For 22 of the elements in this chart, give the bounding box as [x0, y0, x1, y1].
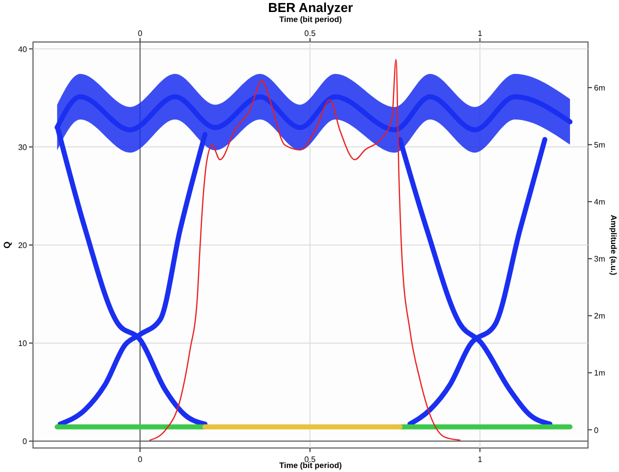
- y2-tick-label: 2m: [594, 312, 606, 321]
- x-tick-label: 0: [138, 29, 143, 38]
- y-tick-label: 0: [22, 437, 28, 446]
- y2-tick-label: 4m: [594, 198, 606, 207]
- y-axis-title: Q: [2, 241, 12, 249]
- x2-tick-label: 0: [138, 455, 143, 464]
- y2-tick-label: 3m: [594, 254, 606, 264]
- chart-title: BER Analyzer: [268, 0, 353, 15]
- y-tick-label: 20: [18, 241, 28, 250]
- x2-axis-title: Time (bit period): [279, 15, 342, 24]
- y-tick-label: 40: [18, 44, 28, 54]
- x-axis-title: Time (bit period): [279, 461, 342, 470]
- x2-tick-label: 1: [478, 455, 483, 464]
- y-tick-label: 10: [18, 339, 28, 348]
- y2-tick-label: 6m: [594, 84, 606, 93]
- y-tick-label: 30: [18, 142, 28, 152]
- x-tick-label: 1: [478, 29, 483, 38]
- y2-tick-label: 1m: [594, 368, 606, 378]
- y2-tick-label: 5m: [594, 140, 606, 150]
- y2-axis-title: Amplitude (a.u.): [609, 214, 618, 276]
- y2-tick-label: 0: [594, 426, 599, 435]
- x-tick-label: 0.5: [304, 29, 316, 38]
